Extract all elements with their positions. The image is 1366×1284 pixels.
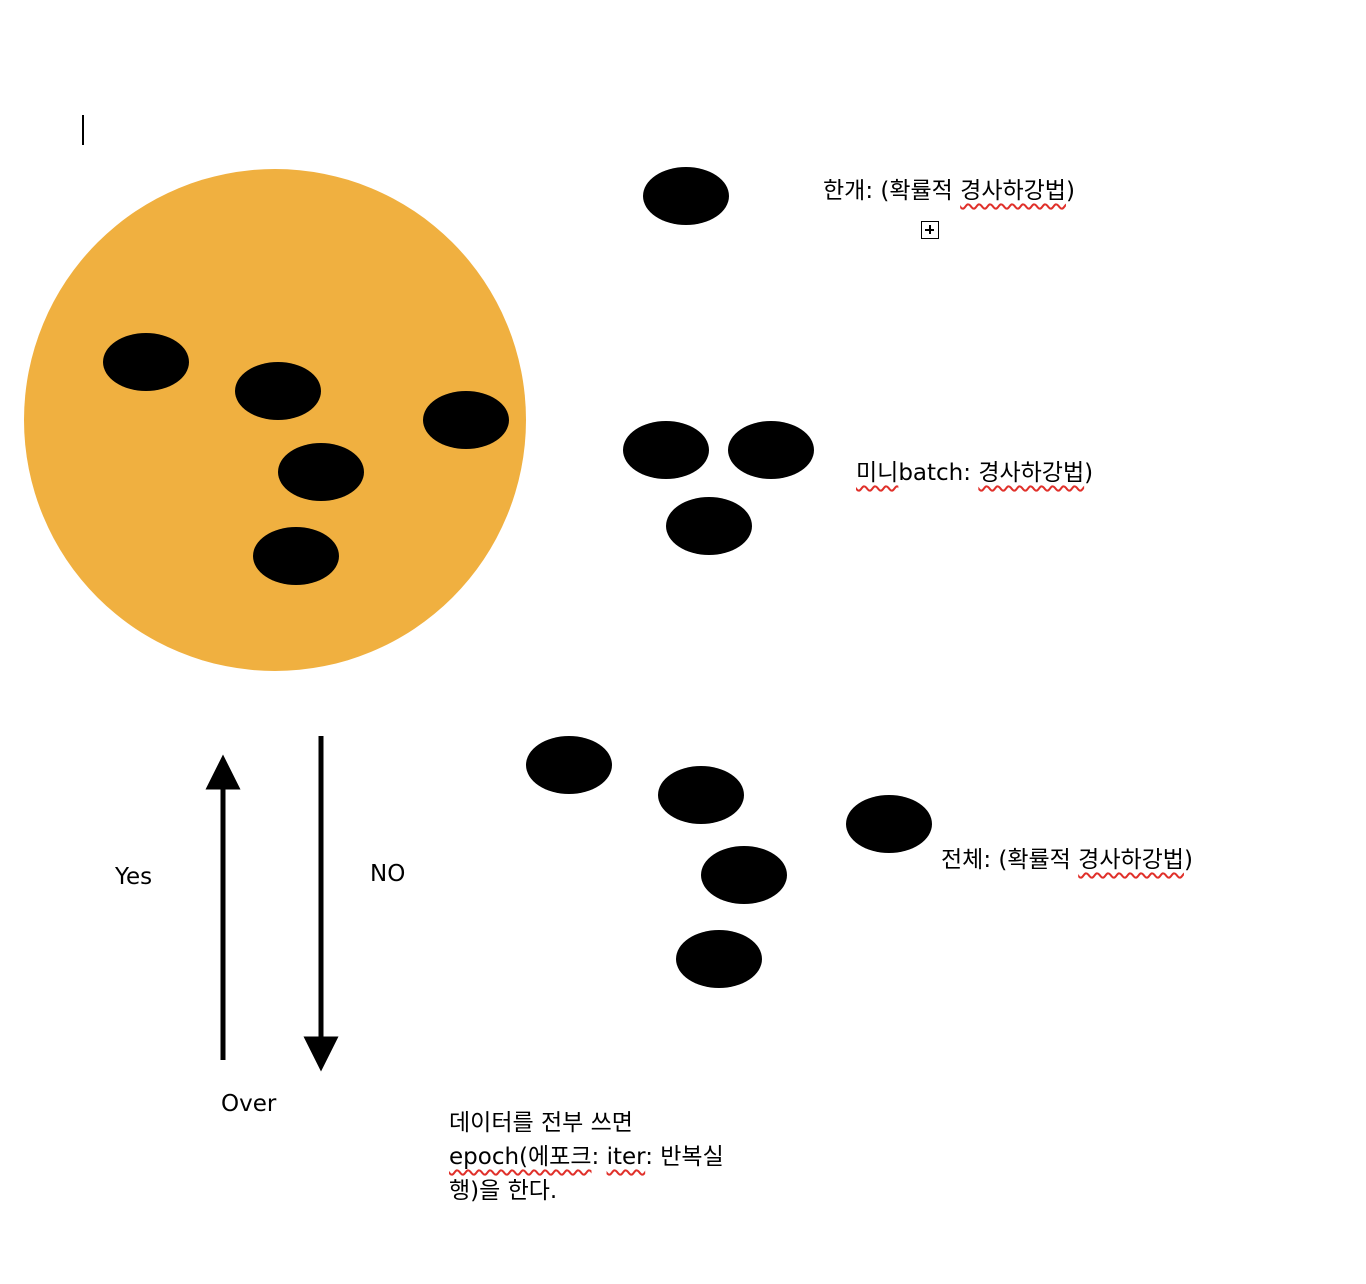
epoch-note-line-1: 데이터를 전부 쓰면 (449, 1110, 633, 1136)
spellcheck-word: 경사하강법 (978, 460, 1085, 486)
spellcheck-word: epoch(에포크 (449, 1144, 592, 1170)
full-batch-sample (846, 795, 932, 853)
full-batch-sample (526, 736, 612, 794)
full-batch-sample (701, 846, 787, 904)
epoch-note-line-2: epoch(에포크: iter: 반복실 (449, 1144, 724, 1170)
spellcheck-word: iter (606, 1144, 646, 1170)
no-label: NO (370, 861, 406, 887)
spellcheck-word: 경사하강법 (960, 178, 1066, 204)
epoch-note-line-3: 행)을 한다. (449, 1178, 558, 1204)
full-batch-sample (658, 766, 744, 824)
minibatch-sample (623, 421, 709, 479)
dataset-sample (103, 333, 189, 391)
dataset-sample (235, 362, 321, 420)
minibatch-sample (666, 497, 752, 555)
expand-handle-icon[interactable] (921, 221, 939, 239)
minibatch-label: 미니batch: 경사하강법) (856, 460, 1094, 486)
text-cursor (82, 115, 84, 145)
minibatch-sample (728, 421, 814, 479)
dataset-sample (278, 443, 364, 501)
over-label: Over (221, 1091, 277, 1117)
dataset-circle (24, 169, 526, 671)
spellcheck-word: 경사하강법 (1078, 847, 1184, 873)
dataset-sample (253, 527, 339, 585)
full-batch-sample (676, 930, 762, 988)
single-sample (643, 167, 729, 225)
epoch-note: 데이터를 전부 쓰면 epoch(에포크: iter: 반복실 행)을 한다. (449, 1106, 724, 1208)
dataset-sample (423, 391, 509, 449)
single-sample-label: 한개: (확률적 경사하강법) (823, 178, 1075, 204)
spellcheck-word: 미니 (856, 460, 899, 486)
full-batch-label: 전체: (확률적 경사하강법) (941, 847, 1193, 873)
yes-label: Yes (115, 864, 153, 890)
